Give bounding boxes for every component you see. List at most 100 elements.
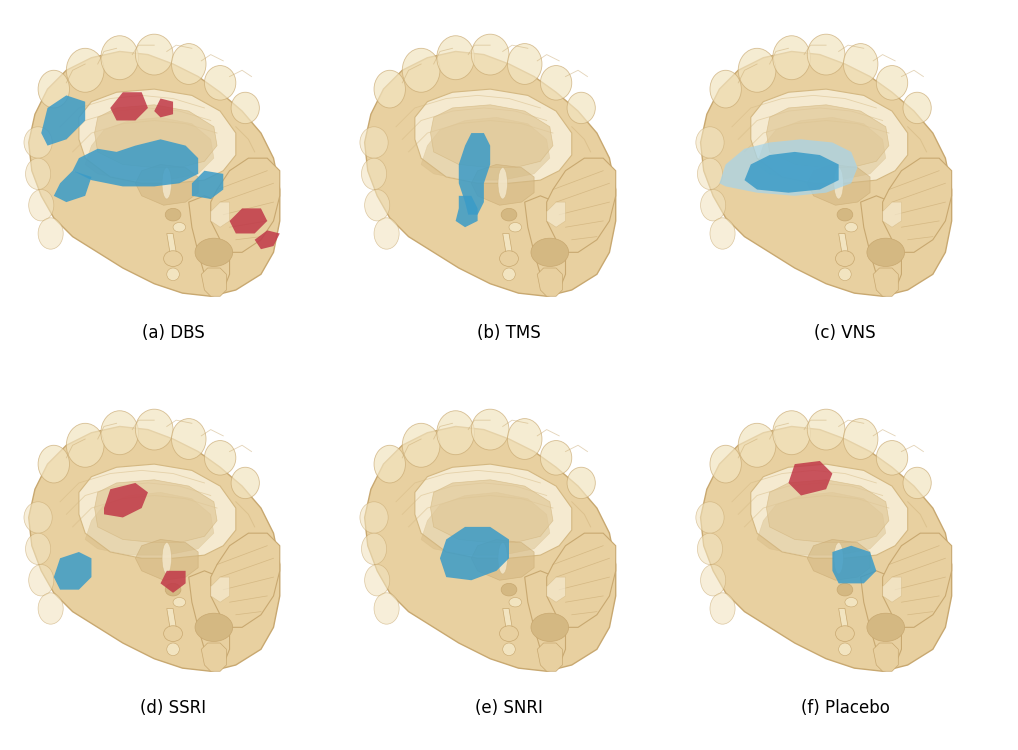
Ellipse shape [135, 410, 173, 450]
Ellipse shape [867, 614, 905, 641]
Polygon shape [79, 89, 236, 183]
Polygon shape [883, 158, 952, 252]
Ellipse shape [374, 446, 405, 483]
Ellipse shape [162, 167, 171, 199]
Polygon shape [211, 202, 229, 227]
Ellipse shape [66, 423, 104, 467]
Ellipse shape [567, 467, 596, 499]
Polygon shape [29, 427, 280, 671]
Ellipse shape [509, 598, 521, 607]
Ellipse shape [503, 268, 515, 280]
Ellipse shape [697, 158, 723, 190]
Polygon shape [54, 552, 92, 590]
Text: (c) VNS: (c) VNS [814, 324, 875, 342]
Ellipse shape [500, 251, 518, 266]
Polygon shape [767, 105, 889, 167]
Polygon shape [873, 268, 898, 296]
Polygon shape [415, 89, 572, 183]
Ellipse shape [437, 36, 474, 80]
Ellipse shape [773, 411, 810, 454]
Polygon shape [538, 268, 562, 296]
Ellipse shape [374, 70, 405, 108]
Polygon shape [431, 480, 553, 542]
Ellipse shape [501, 209, 517, 221]
Polygon shape [135, 539, 199, 580]
Ellipse shape [696, 502, 724, 533]
Text: (a) DBS: (a) DBS [142, 324, 205, 342]
Ellipse shape [843, 419, 878, 460]
Polygon shape [110, 92, 148, 121]
Polygon shape [547, 577, 565, 602]
Polygon shape [104, 483, 148, 518]
Ellipse shape [29, 190, 54, 221]
Ellipse shape [501, 584, 517, 596]
Ellipse shape [845, 598, 857, 607]
Ellipse shape [374, 217, 399, 249]
Ellipse shape [837, 209, 853, 221]
Polygon shape [767, 480, 889, 542]
Ellipse shape [195, 238, 233, 266]
Ellipse shape [834, 167, 843, 199]
Polygon shape [700, 427, 952, 671]
Ellipse shape [696, 127, 724, 158]
Ellipse shape [531, 614, 569, 641]
Ellipse shape [837, 584, 853, 596]
Ellipse shape [845, 223, 857, 232]
Ellipse shape [205, 65, 236, 100]
Polygon shape [211, 158, 280, 252]
Polygon shape [211, 533, 280, 627]
Polygon shape [135, 164, 199, 206]
Polygon shape [751, 464, 908, 558]
Polygon shape [191, 171, 223, 199]
Ellipse shape [38, 217, 63, 249]
Ellipse shape [836, 626, 854, 641]
Polygon shape [431, 105, 553, 167]
Polygon shape [229, 209, 267, 233]
Ellipse shape [541, 440, 572, 475]
Text: (e) SNRI: (e) SNRI [475, 699, 543, 717]
Ellipse shape [25, 533, 51, 565]
Ellipse shape [509, 223, 521, 232]
Ellipse shape [738, 48, 776, 92]
Ellipse shape [24, 127, 52, 158]
Ellipse shape [807, 410, 845, 450]
Ellipse shape [135, 34, 173, 75]
Polygon shape [547, 202, 565, 227]
Ellipse shape [710, 592, 735, 624]
Ellipse shape [437, 411, 474, 454]
Polygon shape [757, 117, 886, 180]
Polygon shape [503, 608, 512, 627]
Polygon shape [720, 140, 857, 196]
Polygon shape [547, 533, 616, 627]
Ellipse shape [500, 626, 518, 641]
Polygon shape [79, 464, 236, 558]
Polygon shape [503, 233, 512, 252]
Ellipse shape [503, 643, 515, 656]
Polygon shape [839, 608, 848, 627]
Polygon shape [860, 196, 901, 290]
Ellipse shape [876, 65, 908, 100]
Polygon shape [254, 230, 280, 249]
Polygon shape [860, 571, 901, 665]
Polygon shape [839, 233, 848, 252]
Ellipse shape [839, 268, 851, 280]
Polygon shape [54, 171, 92, 202]
Polygon shape [42, 95, 86, 146]
Polygon shape [29, 52, 280, 296]
Ellipse shape [171, 44, 206, 85]
Ellipse shape [700, 565, 726, 596]
Ellipse shape [231, 467, 260, 499]
Polygon shape [211, 577, 229, 602]
Polygon shape [161, 571, 185, 592]
Ellipse shape [195, 614, 233, 641]
Ellipse shape [38, 592, 63, 624]
Polygon shape [456, 196, 477, 227]
Ellipse shape [164, 251, 182, 266]
Ellipse shape [498, 167, 507, 199]
Ellipse shape [361, 533, 387, 565]
Polygon shape [155, 98, 173, 117]
Ellipse shape [162, 542, 171, 574]
Polygon shape [202, 643, 226, 671]
Ellipse shape [531, 238, 569, 266]
Ellipse shape [710, 446, 741, 483]
